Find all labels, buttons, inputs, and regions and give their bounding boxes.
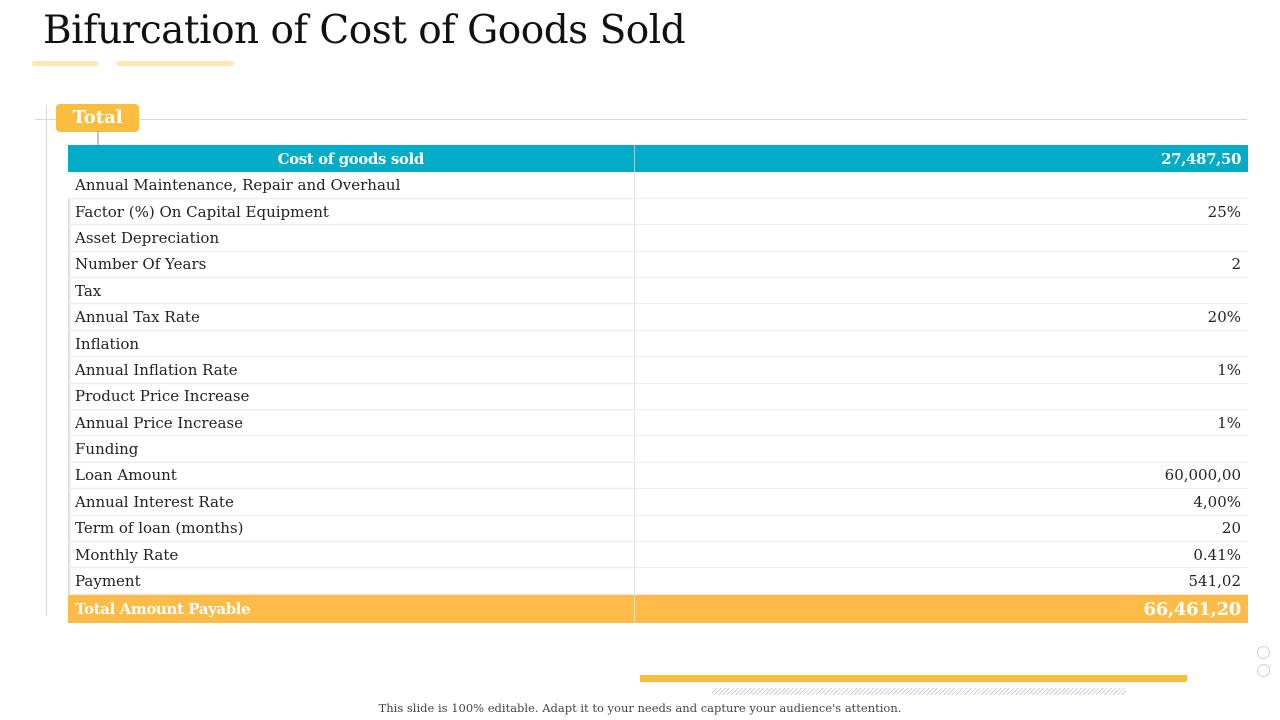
row-label: Product Price Increase	[68, 383, 635, 411]
nav-circle-icon[interactable]	[1257, 664, 1270, 677]
row-label: Funding	[68, 435, 635, 463]
section-tag: Total	[56, 104, 139, 132]
table-row: Tax	[68, 277, 1248, 305]
table-row: Annual Tax Rate 20%	[68, 303, 1248, 331]
row-value: 20	[634, 515, 1248, 542]
row-value: 1%	[634, 409, 1248, 437]
cost-of-goods-sold-table: Cost of goods sold 27,487,50 Annual Main…	[68, 145, 1248, 624]
slide-title: Bifurcation of Cost of Goods Sold	[43, 8, 686, 53]
table-row: Number Of Years 2	[68, 251, 1248, 279]
row-value: 20%	[634, 303, 1248, 331]
row-value: 2	[634, 251, 1248, 279]
table-row: Annual Maintenance, Repair and Overhaul	[68, 172, 1248, 199]
decorative-hatch-bar	[712, 688, 1126, 695]
row-value: 60,000,00	[634, 462, 1248, 490]
table-header-row: Cost of goods sold 27,487,50	[68, 145, 1248, 172]
table-footer-row: Total Amount Payable 66,461,20	[68, 594, 1248, 624]
header-value: 27,487,50	[634, 145, 1248, 172]
row-value	[634, 383, 1248, 411]
table-row: Inflation	[68, 330, 1248, 358]
title-underline-long	[116, 61, 234, 66]
decorative-orange-bar	[640, 675, 1187, 682]
table-row: Annual Price Increase 1%	[68, 409, 1248, 437]
frame-top-line	[35, 119, 1247, 120]
total-label: Total Amount Payable	[68, 594, 635, 624]
row-value: 0.41%	[634, 541, 1248, 569]
table-row: Annual Inflation Rate 1%	[68, 356, 1248, 384]
row-value	[634, 172, 1248, 199]
row-value	[634, 435, 1248, 463]
table-row: Factor (%) On Capital Equipment 25%	[68, 198, 1248, 226]
row-label: Annual Interest Rate	[68, 488, 635, 516]
row-label: Annual Tax Rate	[68, 303, 635, 331]
row-label: Monthly Rate	[68, 541, 635, 569]
row-label: Payment	[68, 567, 635, 595]
title-underline-short	[32, 61, 98, 66]
row-label: Annual Price Increase	[68, 409, 635, 437]
table-row: Funding	[68, 435, 1248, 463]
frame-left-line	[46, 106, 47, 616]
row-value	[634, 330, 1248, 358]
row-value: 25%	[634, 198, 1248, 226]
row-label: Number Of Years	[68, 251, 635, 279]
total-value: 66,461,20	[634, 594, 1248, 624]
row-label: Tax	[68, 277, 635, 305]
row-label: Asset Depreciation	[68, 224, 635, 252]
row-value: 4,00%	[634, 488, 1248, 516]
row-value: 541,02	[634, 567, 1248, 595]
header-label: Cost of goods sold	[68, 145, 635, 172]
table-row: Monthly Rate 0.41%	[68, 541, 1248, 569]
table-row: Product Price Increase	[68, 383, 1248, 411]
table-row: Term of loan (months) 20	[68, 515, 1248, 542]
row-label: Factor (%) On Capital Equipment	[68, 198, 635, 226]
row-label: Annual Maintenance, Repair and Overhaul	[68, 172, 635, 199]
table-row: Asset Depreciation	[68, 224, 1248, 252]
footnote: This slide is 100% editable. Adapt it to…	[378, 701, 902, 715]
row-value	[634, 224, 1248, 252]
row-value: 1%	[634, 356, 1248, 384]
table-row: Annual Interest Rate 4,00%	[68, 488, 1248, 516]
row-label: Inflation	[68, 330, 635, 358]
table-row: Payment 541,02	[68, 567, 1248, 595]
row-value	[634, 277, 1248, 305]
row-label: Annual Inflation Rate	[68, 356, 635, 384]
row-label: Term of loan (months)	[68, 515, 635, 542]
row-label: Loan Amount	[68, 462, 635, 490]
nav-circle-icon[interactable]	[1257, 646, 1270, 659]
table-row: Loan Amount 60,000,00	[68, 462, 1248, 490]
